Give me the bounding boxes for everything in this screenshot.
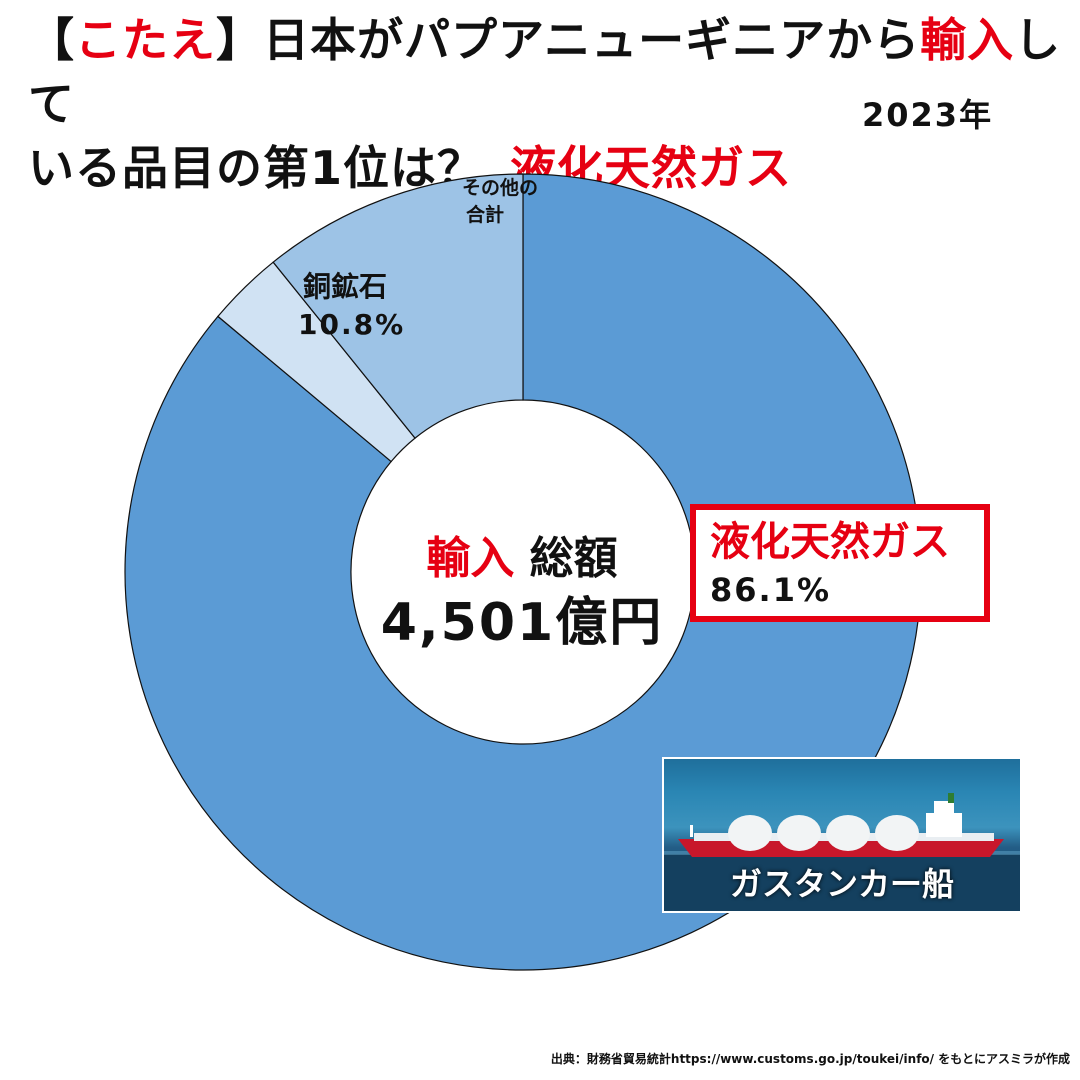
title-bracket-open: 【 — [28, 13, 75, 67]
slice-label-copper-value: 10.8% — [298, 308, 405, 341]
title-part1: 日本がパプアニューギニアから — [263, 13, 921, 67]
slice-label-other-line2: 合計 — [466, 203, 504, 226]
callout-value: 86.1% — [710, 571, 832, 609]
page-title: 【こたえ】日本がパプアニューギニアから輸入して いる品目の第1位は？ 液化天然ガス — [28, 8, 1068, 200]
title-import-word: 輸入 — [920, 13, 1015, 67]
title-part2: して — [28, 13, 1062, 131]
center-total: 輸入 総額 4,501億円 — [372, 530, 672, 658]
center-row1: 輸入 総額 — [372, 530, 672, 588]
gas-tanker-photo: ガスタンカー船 — [662, 757, 1022, 913]
source-credit: 出典：財務省貿易統計https://www.customs.go.jp/touk… — [550, 1052, 1070, 1066]
center-total-value: 4,501億円 — [380, 593, 664, 653]
callout-name: 液化天然ガス — [710, 519, 950, 565]
donut-slice-2 — [272, 173, 524, 439]
slice-label-other-line1: その他の — [462, 176, 538, 199]
title-line2: いる品目の第1位は？ — [28, 141, 485, 195]
slice-label-copper-name: 銅鉱石 — [303, 270, 387, 303]
center-total-label: 総額 — [529, 533, 618, 584]
year-label: 2023年 — [862, 96, 994, 134]
title-bracket-close: 】 — [216, 13, 263, 67]
photo-caption: ガスタンカー船 — [729, 865, 954, 903]
lng-callout: 液化天然ガス 86.1% — [690, 504, 990, 622]
center-import-word: 輸入 — [426, 533, 515, 584]
tanker-ship-icon — [664, 793, 1020, 911]
title-kotae: こたえ — [75, 13, 216, 67]
